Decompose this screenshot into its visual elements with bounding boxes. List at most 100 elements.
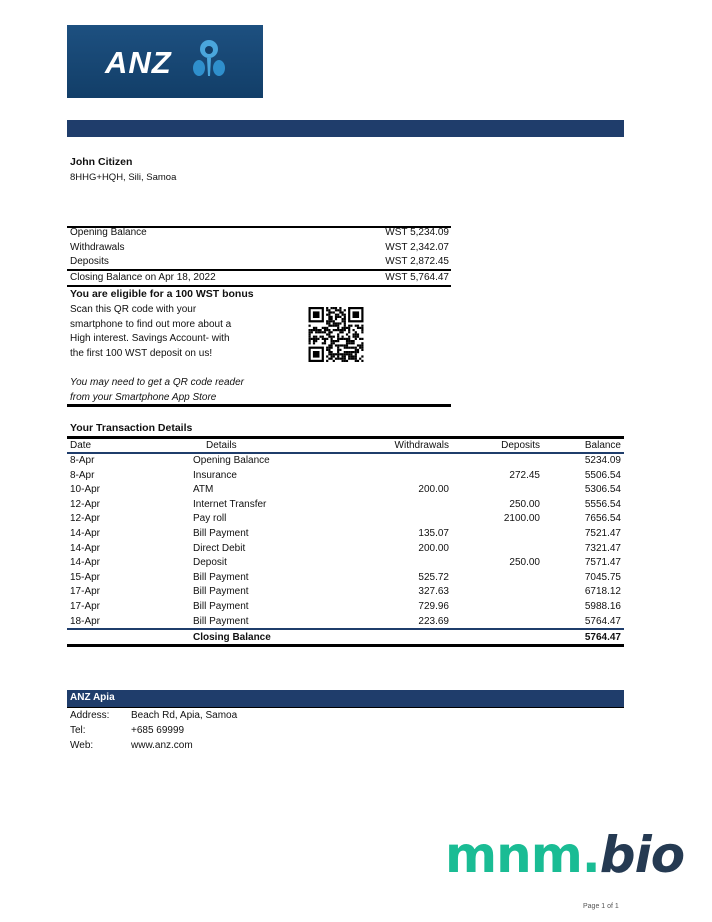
divider (67, 707, 624, 708)
deposit-cell: 2100.00 (503, 513, 540, 525)
date-cell: 14-Apr (70, 542, 101, 554)
header-withdrawals: Withdrawals (394, 440, 449, 451)
tel-value: +685 69999 (131, 725, 185, 736)
balance-cell: 6718.12 (584, 586, 621, 598)
details-cell: Bill Payment (193, 586, 249, 598)
details-cell: Deposit (193, 557, 227, 569)
withdrawal-cell: 327.63 (418, 586, 449, 598)
promo-text: the first 100 WST deposit on us! (70, 348, 213, 359)
date-cell: 15-Apr (70, 571, 101, 583)
balance-cell: 7571.47 (584, 557, 621, 569)
deposit-cell: 250.00 (509, 498, 540, 510)
table-row: 12-Apr Internet Transfer 250.00 5556.54 (67, 498, 624, 512)
divider (67, 452, 624, 454)
customer-name: John Citizen (70, 156, 133, 168)
web-value[interactable]: www.anz.com (131, 740, 193, 751)
balance-cell: 5506.54 (584, 469, 621, 481)
watermark-part2: bio (599, 826, 685, 884)
page-number: Page 1 of 1 (583, 903, 619, 910)
table-header: Date Details Withdrawals Deposits Balanc… (67, 439, 624, 453)
table-row: 14-Apr Deposit 250.00 7571.47 (67, 556, 624, 570)
anz-people-icon (193, 40, 225, 76)
date-cell: 8-Apr (70, 455, 95, 466)
details-cell: Pay roll (193, 513, 227, 525)
withdrawal-cell: 729.96 (418, 601, 449, 612)
header-date: Date (70, 440, 92, 451)
divider (67, 644, 624, 647)
details-cell: Bill Payment (193, 528, 249, 539)
withdrawal-cell: 223.69 (418, 615, 449, 627)
promo-text: High interest. Savings Account- with (70, 333, 230, 344)
withdrawal-cell: 200.00 (418, 484, 449, 496)
table-row: 14-Apr Direct Debit 200.00 7321.47 (67, 542, 624, 556)
balance-cell: 5556.54 (584, 498, 621, 510)
date-cell: 12-Apr (70, 498, 101, 510)
summary-row: Withdrawals WST 2,342.07 (70, 242, 449, 253)
web-label: Web: (70, 740, 94, 751)
withdrawal-cell: 200.00 (418, 542, 449, 554)
summary-row: Opening Balance WST 5,234.09 (70, 227, 449, 238)
branch-name: ANZ Apia (70, 692, 115, 703)
anz-logo: ANZ (67, 25, 263, 98)
branch-bar: ANZ Apia (67, 690, 624, 707)
table-row: 18-Apr Bill Payment 223.69 5764.47 (67, 615, 624, 629)
date-cell: 17-Apr (70, 586, 101, 598)
address-label: Address: (70, 710, 110, 721)
details-cell: Bill Payment (193, 615, 249, 627)
table-row: 8-Apr Insurance 272.45 5506.54 (67, 469, 624, 483)
qr-code-icon (308, 307, 364, 362)
balance-cell: 7321.47 (584, 542, 621, 554)
tel-label: Tel: (70, 725, 86, 736)
divider (67, 436, 624, 439)
header-details: Details (206, 440, 237, 451)
watermark-part1: mnm. (445, 826, 601, 884)
details-cell: ATM (193, 484, 214, 496)
closing-row: Closing Balance 5764.47 (67, 631, 624, 645)
details-cell: Bill Payment (193, 601, 249, 612)
balance-cell: 7521.47 (584, 528, 621, 539)
table-row: 15-Apr Bill Payment 525.72 7045.75 (67, 571, 624, 585)
closing-value: 5764.47 (584, 632, 621, 643)
logo-text: ANZ (105, 45, 172, 80)
date-cell: 14-Apr (70, 528, 101, 539)
header-bar (67, 120, 624, 137)
balance-cell: 5764.47 (584, 615, 621, 627)
date-cell: 12-Apr (70, 513, 101, 525)
balance-cell: 7656.54 (584, 513, 621, 525)
balance-cell: 5234.09 (584, 455, 621, 466)
promo-note: from your Smartphone App Store (70, 392, 217, 403)
details-cell: Direct Debit (193, 542, 246, 554)
table-row: 14-Apr Bill Payment 135.07 7521.47 (67, 527, 624, 541)
table-row: 17-Apr Bill Payment 327.63 6718.12 (67, 585, 624, 599)
details-cell: Internet Transfer (193, 498, 267, 510)
details-cell: Opening Balance (193, 455, 270, 466)
promo-text: Scan this QR code with your (70, 304, 197, 315)
divider (67, 226, 451, 228)
watermark: mnm.bio (445, 826, 685, 884)
promo-title: You are eligible for a 100 WST bonus (70, 288, 254, 300)
withdrawal-cell: 525.72 (418, 571, 449, 583)
divider (67, 285, 451, 287)
summary-row-closing: Closing Balance on Apr 18, 2022 WST 5,764… (70, 272, 449, 283)
promo-text: smartphone to find out more about a (70, 319, 232, 330)
date-cell: 14-Apr (70, 557, 101, 569)
balance-cell: 7045.75 (584, 571, 621, 583)
header-balance: Balance (584, 440, 621, 451)
deposit-cell: 250.00 (509, 557, 540, 569)
withdrawal-cell: 135.07 (418, 528, 449, 539)
date-cell: 17-Apr (70, 601, 101, 612)
balance-cell: 5306.54 (584, 484, 621, 496)
closing-label: Closing Balance (193, 632, 271, 643)
promo-note: You may need to get a QR code reader (70, 377, 244, 388)
date-cell: 8-Apr (70, 469, 95, 481)
customer-address: 8HHG+HQH, Sili, Samoa (70, 172, 177, 183)
divider (67, 269, 451, 271)
details-cell: Insurance (193, 469, 237, 481)
table-row: 8-Apr Opening Balance 5234.09 (67, 454, 624, 468)
divider (67, 404, 451, 407)
divider (67, 628, 624, 630)
table-row: 12-Apr Pay roll 2100.00 7656.54 (67, 512, 624, 526)
header-deposits: Deposits (501, 440, 540, 451)
date-cell: 18-Apr (70, 615, 101, 627)
